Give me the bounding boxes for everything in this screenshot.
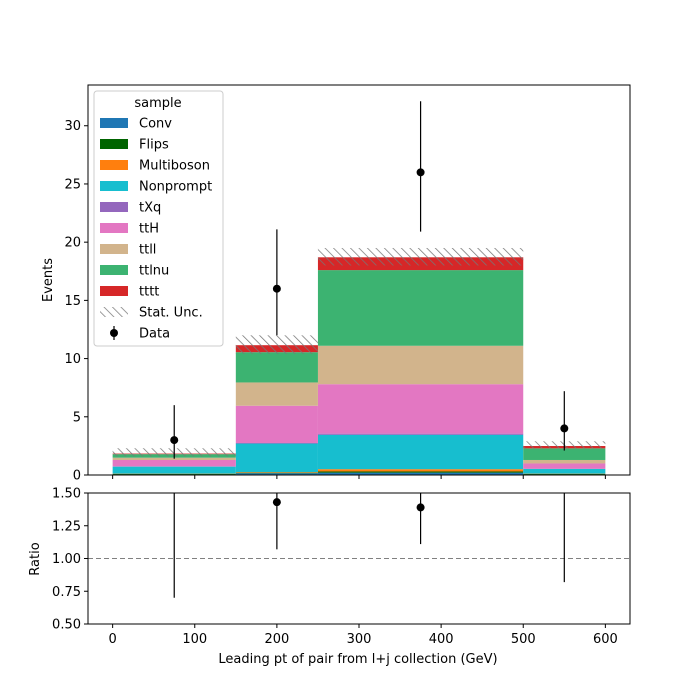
main-y-ticks: 0 5 10 15 20 25 30 <box>64 119 88 484</box>
ratio-y-ticks: 0.50 0.75 1.00 1.25 1.50 <box>52 487 88 633</box>
main-y-tick-label: 30 <box>64 119 81 134</box>
stat-unc-band-bin-1 <box>235 335 318 354</box>
bar-txq-bin-2 <box>317 433 524 435</box>
bar-conv-bin-2 <box>317 472 524 475</box>
ratio-y-tick-label: 1.00 <box>52 552 81 567</box>
legend-label-flips: Flips <box>139 138 169 153</box>
x-tick-label: 600 <box>593 632 618 647</box>
legend-items: Conv Flips Multiboson Nonprompt tXq ttH ttll tt… <box>100 117 212 342</box>
bar-ttlnu-bin-2 <box>317 270 524 346</box>
ratio-point-3 <box>560 476 568 484</box>
legend-box <box>93 90 224 347</box>
bar-tth-bin-0 <box>112 459 236 467</box>
legend-label-stat-unc: Stat. Unc. <box>139 306 203 321</box>
ratio-panel: 0.50 0.75 1.00 1.25 1.50 0 100 200 300 400 500 600… <box>28 476 631 667</box>
legend-label-data: Data <box>139 327 170 342</box>
legend-label-multiboson: Multiboson <box>139 159 210 174</box>
legend: sample Conv Flips Multiboson Nonprompt tXq tt… <box>93 90 224 347</box>
legend-swatch-ttll <box>100 244 128 254</box>
main-y-tick-label: 20 <box>64 236 81 251</box>
ratio-point-0 <box>170 476 178 484</box>
data-point-1 <box>272 284 281 293</box>
bar-nonprompt-bin-2 <box>317 434 524 470</box>
bar-tth-bin-2 <box>317 384 524 434</box>
x-tick-label: 200 <box>264 632 289 647</box>
main-y-tick-label: 15 <box>64 294 81 309</box>
legend-label-ttlnu: ttlnu <box>139 264 169 279</box>
bar-flips-bin-2 <box>317 471 524 473</box>
ratio-clip-group <box>88 476 630 598</box>
bar-flips-bin-1 <box>235 472 318 474</box>
main-plot-area <box>112 101 606 475</box>
bar-tth-bin-3 <box>523 463 606 469</box>
legend-label-conv: Conv <box>139 117 172 132</box>
bar-nonprompt-bin-0 <box>112 466 236 474</box>
data-point-0 <box>170 436 179 445</box>
x-tick-label: 400 <box>429 632 454 647</box>
bar-multiboson-bin-2 <box>317 469 524 472</box>
x-tick-label: 300 <box>347 632 372 647</box>
x-tick-label: 500 <box>511 632 536 647</box>
legend-swatch-stat-unc <box>100 307 128 317</box>
ratio-y-tick-label: 0.50 <box>52 618 81 633</box>
bar-nonprompt-bin-3 <box>523 468 606 474</box>
legend-label-tttt: tttt <box>139 285 159 300</box>
ratio-y-tick-label: 1.25 <box>52 519 81 534</box>
bar-flips-bin-3 <box>523 473 606 475</box>
bar-ttll-bin-2 <box>317 345 524 385</box>
legend-swatch-tth <box>100 223 128 233</box>
bar-ttll-bin-0 <box>112 457 236 460</box>
stat-unc-band-bin-2 <box>317 247 524 266</box>
legend-swatch-data <box>110 329 118 337</box>
ratio-y-axis-label: Ratio <box>28 542 43 575</box>
x-tick-label: 100 <box>182 632 207 647</box>
ratio-x-ticks: 0 100 200 300 400 500 600 <box>108 624 618 647</box>
legend-label-txq: tXq <box>139 201 161 216</box>
legend-swatch-ttlnu <box>100 265 128 275</box>
legend-swatch-conv <box>100 118 128 128</box>
data-point-2 <box>416 168 425 177</box>
bar-ttlnu-bin-3 <box>523 448 606 460</box>
legend-swatch-tttt <box>100 286 128 296</box>
legend-label-nonprompt: Nonprompt <box>139 180 212 195</box>
ratio-point-2 <box>416 503 425 512</box>
legend-label-ttll: ttll <box>139 243 156 258</box>
main-y-tick-label: 0 <box>73 469 81 484</box>
bar-txq-bin-1 <box>235 442 318 444</box>
legend-title: sample <box>134 96 181 111</box>
data-point-3 <box>560 424 569 433</box>
legend-swatch-flips <box>100 139 128 149</box>
main-y-tick-label: 10 <box>64 352 81 367</box>
main-panel: 0 5 10 15 20 25 30 Events <box>41 84 631 484</box>
bar-tth-bin-1 <box>235 405 318 443</box>
ratio-plot-area <box>88 476 630 598</box>
main-y-tick-label: 25 <box>64 177 81 192</box>
ratio-y-tick-label: 1.50 <box>52 487 81 502</box>
bar-ttll-bin-3 <box>523 459 606 464</box>
ratio-y-tick-label: 0.75 <box>52 585 81 600</box>
bar-nonprompt-bin-1 <box>235 443 318 473</box>
bar-multiboson-bin-1 <box>235 472 318 473</box>
bar-flips-bin-0 <box>112 473 236 475</box>
x-tick-label: 0 <box>108 632 116 647</box>
legend-label-tth: ttH <box>139 222 159 237</box>
main-y-axis-label: Events <box>41 258 56 302</box>
main-y-tick-label: 5 <box>73 410 81 425</box>
bar-ttll-bin-1 <box>235 382 318 406</box>
x-axis-label: Leading pt of pair from l+j collection (… <box>218 652 497 667</box>
main-x-ticks <box>112 475 606 479</box>
legend-swatch-txq <box>100 202 128 212</box>
bar-ttlnu-bin-1 <box>235 352 318 383</box>
ratio-point-1 <box>272 498 281 507</box>
legend-swatch-nonprompt <box>100 181 128 191</box>
legend-swatch-multiboson <box>100 160 128 170</box>
bar-conv-bin-1 <box>235 473 318 475</box>
